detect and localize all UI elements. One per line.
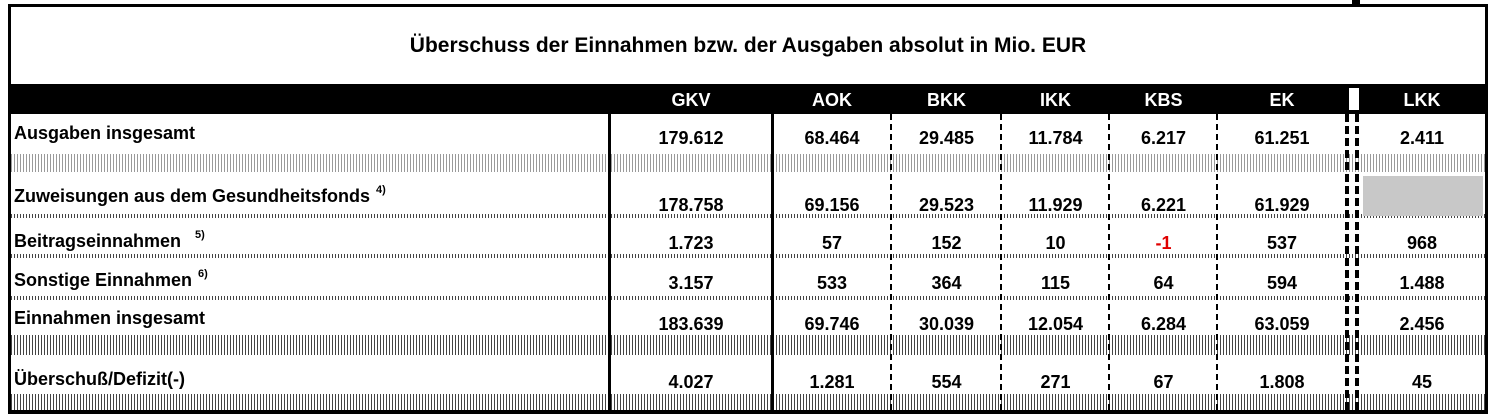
- table-cell: 1.808: [1259, 372, 1305, 392]
- column-header-lkk: LKK: [1403, 90, 1441, 110]
- table-cell: 533: [816, 273, 848, 293]
- row-label: Ausgaben insgesamt: [14, 123, 195, 144]
- table-cell: 69.746: [804, 314, 860, 334]
- footnote-marker: 4): [376, 184, 386, 196]
- table-cell: 29.485: [918, 128, 975, 148]
- column-divider: [1108, 114, 1110, 410]
- table-cell: 178.758: [658, 195, 724, 215]
- table-cell: 1.488: [1399, 273, 1445, 293]
- table-cell: 364: [931, 273, 962, 293]
- table-cell: 61.251: [1254, 128, 1310, 148]
- bottom-border: [8, 410, 1488, 414]
- separator-band: [11, 214, 1485, 218]
- table-cell: 6.217: [1140, 128, 1187, 148]
- column-header-gkv: GKV: [671, 90, 711, 110]
- table-cell: 179.612: [658, 128, 724, 148]
- table-cell: 61.929: [1254, 195, 1310, 215]
- table-cell: 68.464: [804, 128, 860, 148]
- table-cell: 2.456: [1399, 314, 1445, 334]
- header-separator-notch: [1349, 88, 1359, 110]
- table-cell: 6.221: [1140, 195, 1187, 215]
- table-cell: 537: [1266, 233, 1298, 253]
- table-cell: 10: [1045, 233, 1066, 253]
- table-cell: -1: [1155, 233, 1172, 253]
- column-header-bkk: BKK: [927, 90, 966, 110]
- column-header-aok: AOK: [812, 90, 852, 110]
- table-cell: 12.054: [1027, 314, 1084, 334]
- column-divider: [771, 114, 774, 410]
- table-cell: 45: [1411, 372, 1433, 392]
- table-cell: 968: [1406, 233, 1438, 253]
- footnote-marker: 6): [198, 268, 208, 280]
- table-cell: 57: [821, 233, 843, 253]
- column-header-ek: EK: [1269, 90, 1295, 110]
- table-frame: [8, 4, 1488, 414]
- column-divider: [1355, 114, 1359, 410]
- table-cell: 29.523: [918, 195, 975, 215]
- table-cell: 152: [931, 233, 962, 253]
- empty-cell-lkk: [1363, 176, 1483, 216]
- separator-band: [11, 154, 1485, 172]
- table-cell: 1.723: [668, 233, 714, 253]
- row-label: Beitragseinnahmen 5): [14, 229, 205, 252]
- row-label-text: Zuweisungen aus dem Gesundheitsfonds: [14, 186, 371, 206]
- row-label: Sonstige Einnahmen 6): [14, 268, 208, 291]
- separator-band: [11, 296, 1485, 300]
- row-label-text: Ausgaben insgesamt: [14, 123, 196, 143]
- row-label-text: Einnahmen insgesamt: [14, 308, 206, 328]
- column-divider: [1216, 114, 1218, 410]
- table-cell: 115: [1040, 273, 1071, 293]
- column-header-kbs: KBS: [1144, 90, 1183, 110]
- table-cell: 2.411: [1399, 128, 1445, 148]
- column-header-ikk: IKK: [1040, 90, 1071, 110]
- table-cell: 63.059: [1254, 314, 1310, 334]
- column-divider: [608, 114, 611, 410]
- table-cell: 30.039: [918, 314, 975, 334]
- table-cell: 3.157: [668, 273, 714, 293]
- table-cell: 1.281: [809, 372, 855, 392]
- column-divider: [890, 114, 892, 410]
- top-marker: [1352, 0, 1360, 4]
- row-label: Zuweisungen aus dem Gesundheitsfonds 4): [14, 184, 386, 207]
- table-cell: 594: [1266, 273, 1298, 293]
- table-cell: 64: [1153, 273, 1174, 293]
- column-divider: [1000, 114, 1002, 410]
- separator-band: [11, 394, 1485, 410]
- row-label: Einnahmen insgesamt: [14, 308, 205, 329]
- table-cell: 67: [1153, 372, 1174, 392]
- table-cell: 69.156: [804, 195, 860, 215]
- row-label-text: Sonstige Einnahmen: [14, 270, 193, 290]
- table-cell: 4.027: [668, 372, 714, 392]
- table-cell: 271: [1040, 372, 1071, 392]
- row-label: Überschuß/Defizit(-): [14, 369, 185, 390]
- row-label-text: Beitragseinnahmen: [14, 231, 182, 251]
- top-border: [8, 4, 1488, 7]
- footnote-marker: 5): [195, 229, 205, 241]
- separator-band: [11, 254, 1485, 258]
- column-header-bar: [8, 84, 1488, 114]
- column-divider: [1345, 114, 1349, 410]
- row-label-text: Überschuß/Defizit(-): [14, 369, 185, 389]
- table-cell: 183.639: [658, 314, 724, 334]
- table-cell: 554: [931, 372, 962, 392]
- table-cell: 11.784: [1028, 128, 1083, 148]
- separator-band: [11, 335, 1485, 355]
- table-title: Überschuss der Einnahmen bzw. der Ausgab…: [409, 33, 1087, 57]
- table-cell: 11.929: [1028, 195, 1083, 215]
- table-cell: 6.284: [1140, 314, 1187, 334]
